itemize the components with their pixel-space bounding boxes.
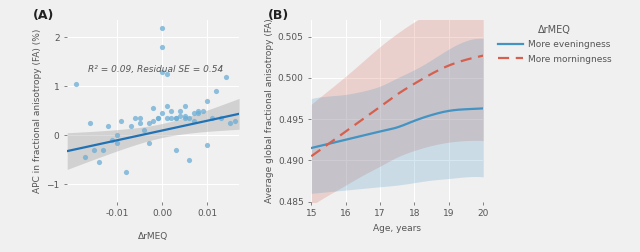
Point [143,121,154,125]
More morningness [452,61,460,64]
Point [89,148,99,152]
Point [184,158,195,162]
Point [152,116,163,120]
Point [211,89,221,93]
More morningness [413,81,420,84]
Point [193,109,204,113]
Point [175,114,186,118]
Point [216,116,226,120]
Line: More eveningness: More eveningness [311,108,483,148]
Point [80,155,90,160]
Point [162,72,172,76]
Point [148,106,158,110]
Point [220,75,230,79]
More eveningness [413,118,420,121]
More eveningness [307,146,315,149]
Point [207,116,217,120]
More eveningness [308,146,316,149]
Point [93,160,104,164]
More morningness [307,155,315,158]
Point [157,45,167,49]
Y-axis label: Average global fractional anisotropy (FA): Average global fractional anisotropy (FA… [264,18,274,203]
Point [112,141,122,145]
Point [130,116,140,120]
Point [99,148,109,152]
More morningness [410,83,417,86]
Point [202,99,212,103]
Point [230,119,240,123]
Point [180,104,190,108]
Point [134,116,145,120]
More eveningness [452,108,460,111]
Y-axis label: APC in fractional anisotropy (FA) (%): APC in fractional anisotropy (FA) (%) [33,29,42,193]
Point [171,148,181,152]
Point [157,25,167,29]
Point [157,70,167,74]
Point [143,141,154,145]
Point [180,116,190,120]
More morningness [308,154,316,157]
Point [184,116,195,120]
Text: R² = 0.09, Residual SE = 0.54: R² = 0.09, Residual SE = 0.54 [88,65,223,74]
Line: More morningness: More morningness [311,56,483,156]
More eveningness [463,108,471,111]
Point [198,109,208,113]
More eveningness [410,120,417,123]
Point [180,114,190,118]
More eveningness [479,107,487,110]
Point [166,109,177,113]
Point [157,111,167,115]
Text: (B): (B) [268,9,289,22]
Point [84,121,95,125]
Point [71,82,81,86]
Point [175,109,186,113]
Point [162,104,172,108]
Point [162,116,172,120]
Point [112,133,122,137]
Text: ΔrMEQ: ΔrMEQ [138,232,168,241]
Point [225,121,235,125]
Point [189,111,199,115]
Point [202,143,212,147]
Point [148,119,158,123]
Point [125,123,136,128]
Text: (A): (A) [33,9,54,22]
More morningness [479,54,487,57]
Point [171,116,181,120]
More eveningness [409,120,417,123]
Point [171,116,181,120]
More morningness [409,83,417,86]
Point [103,123,113,128]
Point [166,116,177,120]
Point [152,116,163,120]
More morningness [463,58,471,61]
Legend: More eveningness, More morningness: More eveningness, More morningness [498,25,611,64]
Point [116,119,127,123]
Point [189,119,199,123]
Point [139,129,149,133]
Point [108,138,118,142]
Point [134,121,145,125]
Point [121,170,131,174]
X-axis label: Age, years: Age, years [373,224,421,233]
Point [193,111,204,115]
